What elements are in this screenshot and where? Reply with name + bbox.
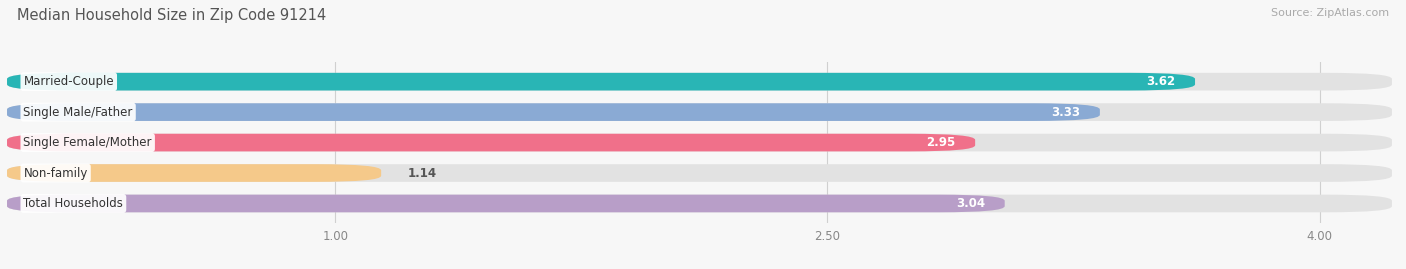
FancyBboxPatch shape xyxy=(7,164,381,182)
FancyBboxPatch shape xyxy=(7,164,1392,182)
Text: Median Household Size in Zip Code 91214: Median Household Size in Zip Code 91214 xyxy=(17,8,326,23)
Text: 2.95: 2.95 xyxy=(927,136,956,149)
FancyBboxPatch shape xyxy=(7,103,1099,121)
FancyBboxPatch shape xyxy=(7,103,1392,121)
Text: 3.33: 3.33 xyxy=(1052,106,1080,119)
FancyBboxPatch shape xyxy=(7,73,1392,90)
FancyBboxPatch shape xyxy=(7,134,1392,151)
Text: Married-Couple: Married-Couple xyxy=(24,75,114,88)
Text: Non-family: Non-family xyxy=(24,167,87,179)
Text: Total Households: Total Households xyxy=(24,197,124,210)
Text: 3.62: 3.62 xyxy=(1146,75,1175,88)
Text: 1.14: 1.14 xyxy=(408,167,436,179)
Text: 3.04: 3.04 xyxy=(956,197,986,210)
FancyBboxPatch shape xyxy=(7,73,1195,90)
Text: Single Male/Father: Single Male/Father xyxy=(24,106,132,119)
Text: Single Female/Mother: Single Female/Mother xyxy=(24,136,152,149)
FancyBboxPatch shape xyxy=(7,195,1005,212)
Text: Source: ZipAtlas.com: Source: ZipAtlas.com xyxy=(1271,8,1389,18)
FancyBboxPatch shape xyxy=(7,134,976,151)
FancyBboxPatch shape xyxy=(7,195,1392,212)
